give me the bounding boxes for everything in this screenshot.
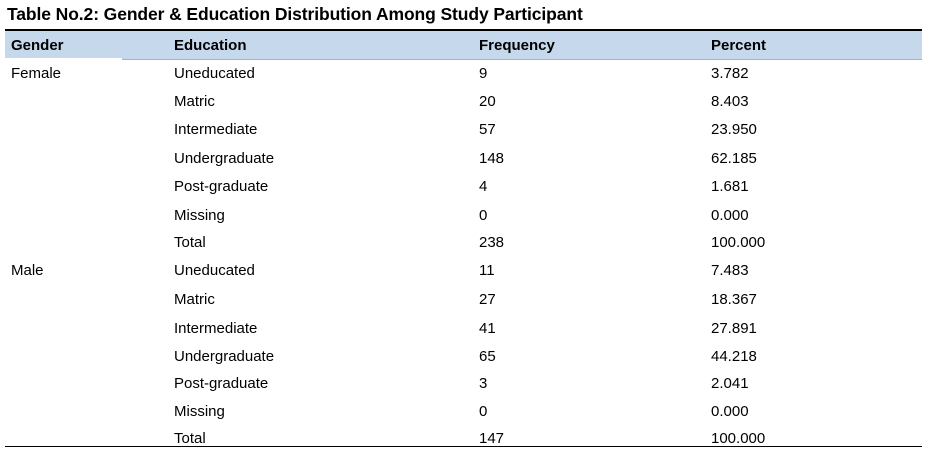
header-education: Education — [174, 37, 247, 54]
cell-percent: 3.782 — [711, 65, 749, 82]
cell-gender: Male — [11, 262, 44, 279]
cell-percent: 0.000 — [711, 403, 749, 420]
cell-education: Intermediate — [174, 320, 258, 337]
table-row: Male Uneducated 11 7.483 — [5, 262, 922, 282]
cell-education: Missing — [174, 403, 225, 420]
cell-gender: Female — [11, 65, 62, 82]
header-percent: Percent — [711, 37, 767, 54]
table-row: Missing 0 0.000 — [5, 403, 922, 423]
table-row: Post-graduate 4 1.681 — [5, 178, 922, 198]
table-row: Total 147 100.000 — [5, 430, 922, 450]
cell-frequency: 20 — [479, 93, 496, 110]
table-row: Intermediate 41 27.891 — [5, 320, 922, 340]
cell-percent: 0.000 — [711, 207, 749, 224]
cell-frequency: 148 — [479, 150, 505, 167]
cell-education: Matric — [174, 291, 215, 308]
cell-frequency: 238 — [479, 234, 505, 251]
table-row: Post-graduate 3 2.041 — [5, 375, 922, 395]
table-row: Matric 27 18.367 — [5, 291, 922, 311]
cell-percent: 2.041 — [711, 375, 749, 392]
cell-percent: 100.000 — [711, 234, 766, 251]
cell-frequency: 0 — [479, 403, 488, 420]
table-row: Intermediate 57 23.950 — [5, 121, 922, 141]
cell-frequency: 57 — [479, 121, 496, 138]
cell-education: Post-graduate — [174, 178, 269, 195]
cell-percent: 44.218 — [711, 348, 757, 365]
cell-education: Uneducated — [174, 65, 255, 82]
cell-frequency: 65 — [479, 348, 496, 365]
header-frequency: Frequency — [479, 37, 555, 54]
cell-percent: 62.185 — [711, 150, 757, 167]
cell-education: Total — [174, 234, 206, 251]
cell-frequency: 9 — [479, 65, 488, 82]
table-row: Matric 20 8.403 — [5, 93, 922, 113]
cell-education: Matric — [174, 93, 215, 110]
cell-percent: 7.483 — [711, 262, 749, 279]
cell-percent: 27.891 — [711, 320, 757, 337]
table-row: Undergraduate 65 44.218 — [5, 348, 922, 368]
cell-education: Uneducated — [174, 262, 255, 279]
cell-education: Intermediate — [174, 121, 258, 138]
cell-education: Undergraduate — [174, 150, 275, 167]
cell-frequency: 4 — [479, 178, 488, 195]
table-title: Table No.2: Gender & Education Distribut… — [7, 4, 583, 24]
cell-education: Undergraduate — [174, 348, 275, 365]
table-row: Undergraduate 148 62.185 — [5, 150, 922, 170]
cell-education: Total — [174, 430, 206, 447]
cell-frequency: 0 — [479, 207, 488, 224]
table-row: Female Uneducated 9 3.782 — [5, 65, 922, 85]
cell-percent: 100.000 — [711, 430, 766, 447]
table-bottom-rule — [5, 446, 922, 447]
cell-education: Missing — [174, 207, 225, 224]
table-header-row: Gender Education Frequency Percent — [5, 29, 922, 60]
header-gender: Gender — [11, 37, 64, 54]
cell-education: Post-graduate — [174, 375, 269, 392]
cell-frequency: 3 — [479, 375, 488, 392]
cell-percent: 18.367 — [711, 291, 757, 308]
header-underline-gap — [5, 58, 122, 61]
data-table: Gender Education Frequency Percent — [5, 29, 922, 60]
cell-frequency: 147 — [479, 430, 505, 447]
cell-frequency: 27 — [479, 291, 496, 308]
cell-percent: 1.681 — [711, 178, 749, 195]
table-row: Missing 0 0.000 — [5, 207, 922, 227]
cell-percent: 23.950 — [711, 121, 757, 138]
table-row: Total 238 100.000 — [5, 234, 922, 254]
cell-percent: 8.403 — [711, 93, 749, 110]
cell-frequency: 11 — [479, 262, 495, 279]
cell-frequency: 41 — [479, 320, 496, 337]
